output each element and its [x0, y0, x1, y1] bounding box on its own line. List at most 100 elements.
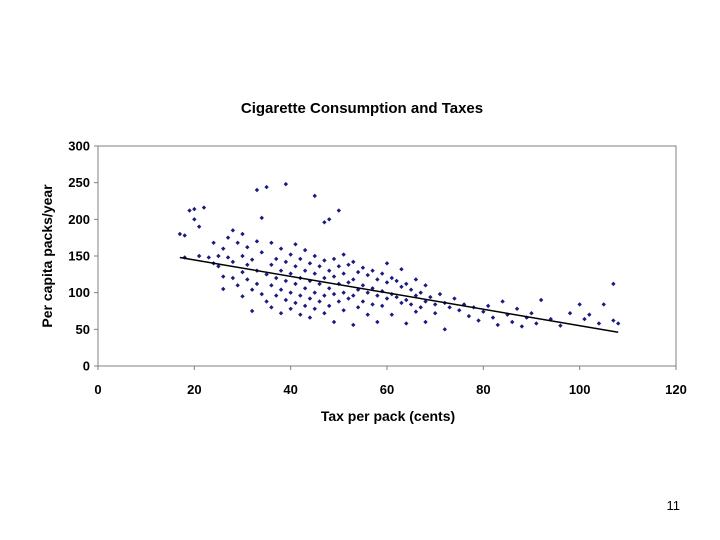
data-point	[408, 287, 414, 292]
data-point	[423, 319, 428, 325]
data-point	[322, 275, 327, 281]
data-point	[611, 281, 616, 287]
data-point	[596, 321, 602, 326]
data-point	[616, 321, 621, 326]
data-point	[216, 264, 221, 269]
data-point	[510, 319, 515, 325]
data-point	[558, 323, 563, 328]
data-point	[457, 308, 462, 313]
y-axis-label: Per capita packs/year	[39, 184, 55, 328]
data-point	[312, 193, 317, 199]
data-point	[548, 316, 553, 322]
data-point	[341, 271, 346, 276]
data-point	[341, 290, 346, 295]
data-point	[298, 312, 303, 317]
data-point	[346, 296, 351, 301]
data-point	[408, 302, 414, 307]
data-point	[476, 318, 481, 323]
data-point	[611, 318, 616, 323]
data-point	[307, 315, 313, 320]
data-point	[322, 220, 327, 225]
data-point	[182, 233, 187, 238]
data-point	[206, 255, 211, 260]
data-point	[278, 246, 284, 251]
data-point	[351, 322, 356, 328]
data-point	[485, 303, 491, 309]
data-point	[379, 303, 385, 309]
data-point	[307, 261, 313, 266]
data-point	[235, 283, 240, 288]
data-point	[336, 299, 342, 304]
data-point	[288, 252, 293, 257]
data-point	[365, 272, 370, 278]
y-tick-label: 200	[68, 212, 90, 227]
data-point	[225, 255, 231, 260]
data-point	[375, 319, 380, 325]
data-point	[529, 311, 534, 316]
data-point	[288, 271, 293, 276]
data-point	[221, 274, 226, 279]
data-point	[216, 253, 221, 259]
data-point	[249, 308, 255, 314]
data-point	[302, 247, 308, 253]
data-point	[249, 287, 255, 292]
data-point	[384, 280, 390, 285]
data-point	[404, 297, 409, 303]
data-point	[254, 281, 260, 287]
data-point	[259, 215, 264, 221]
data-point	[283, 297, 289, 303]
data-point	[567, 311, 573, 316]
data-point	[283, 259, 289, 265]
data-point	[327, 268, 332, 273]
data-point	[577, 302, 582, 307]
data-point	[254, 239, 260, 244]
data-point	[230, 259, 236, 265]
data-point	[495, 322, 500, 328]
data-point	[360, 283, 366, 288]
data-point	[249, 257, 255, 262]
data-point	[428, 294, 433, 300]
data-point	[225, 235, 231, 240]
data-point	[384, 261, 390, 266]
x-tick-label: 20	[187, 382, 201, 397]
x-axis-label: Tax per pack (cents)	[321, 408, 455, 424]
data-point	[413, 277, 419, 282]
data-point	[341, 252, 346, 257]
data-point	[418, 305, 423, 310]
data-point	[519, 324, 525, 329]
x-tick-label: 40	[283, 382, 297, 397]
data-point	[331, 291, 337, 297]
data-point	[230, 228, 236, 233]
data-point	[269, 240, 274, 245]
y-axis: 0 50 100 150 200 250 300	[68, 139, 98, 374]
data-point	[437, 291, 443, 297]
data-point	[221, 246, 226, 251]
data-point	[538, 297, 544, 303]
data-point	[278, 287, 284, 292]
page-number: 11	[666, 498, 681, 513]
data-point	[269, 283, 274, 288]
data-point	[394, 278, 399, 284]
data-point	[293, 242, 298, 247]
data-point	[274, 256, 279, 262]
data-point	[322, 293, 327, 298]
data-point	[240, 253, 245, 259]
data-point	[379, 271, 385, 276]
data-point	[322, 311, 327, 316]
data-point	[481, 309, 486, 314]
trend-line	[179, 256, 619, 334]
data-point	[211, 240, 216, 245]
data-point	[283, 278, 289, 284]
data-point	[346, 262, 351, 267]
data-point	[331, 256, 337, 262]
data-point	[346, 280, 351, 285]
y-tick-label: 250	[68, 175, 90, 190]
data-point	[587, 312, 592, 317]
data-point	[274, 275, 279, 281]
x-tick-label: 60	[380, 382, 394, 397]
data-point	[399, 300, 404, 306]
data-point	[240, 231, 245, 237]
data-point	[302, 268, 308, 273]
x-tick-label: 80	[476, 382, 490, 397]
y-tick-label: 0	[83, 359, 90, 374]
